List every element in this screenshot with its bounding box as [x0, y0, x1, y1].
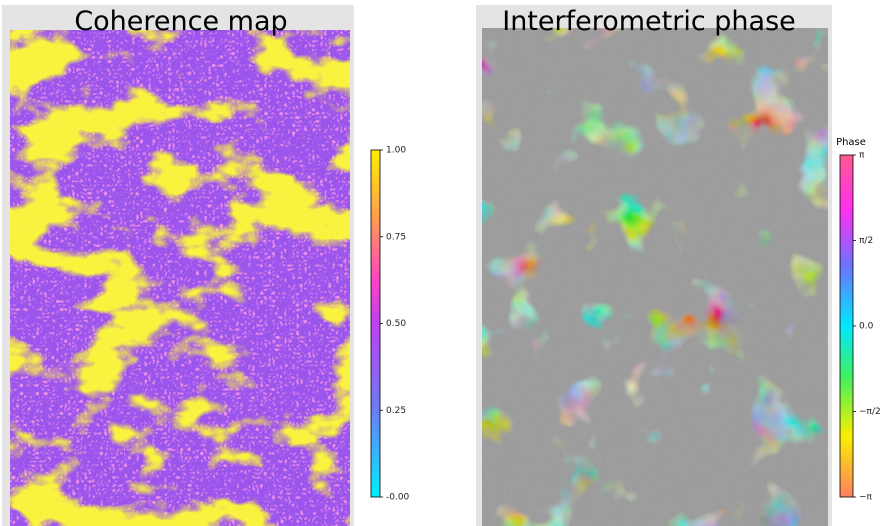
- phase-image: [476, 5, 832, 526]
- colorbar-tick-label: -0.00: [386, 493, 410, 503]
- panel-title: Coherence map: [74, 6, 287, 37]
- coherence-image: [2, 5, 354, 526]
- colorbar-tick-label: 0.50: [386, 319, 406, 329]
- colorbar-tick-label: 0.0: [859, 322, 874, 332]
- colorbar-tick-label: 0.25: [386, 406, 406, 416]
- colorbar-tick-label: 0.75: [386, 232, 406, 242]
- colorbar-tick-label: −π: [859, 493, 873, 503]
- colorbar: [371, 150, 380, 497]
- colorbar-tick-label: π/2: [859, 236, 873, 246]
- colorbar-tick-label: 1.00: [386, 146, 406, 156]
- colorbar: [840, 155, 853, 497]
- colorbar-tick-label: π: [859, 151, 865, 161]
- colorbar-label: Phase: [836, 137, 866, 148]
- figure: Coherence map Interferometric phase Phas…: [0, 0, 886, 526]
- colorbar-tick-label: −π/2: [859, 407, 881, 417]
- panel-title: Interferometric phase: [502, 6, 796, 37]
